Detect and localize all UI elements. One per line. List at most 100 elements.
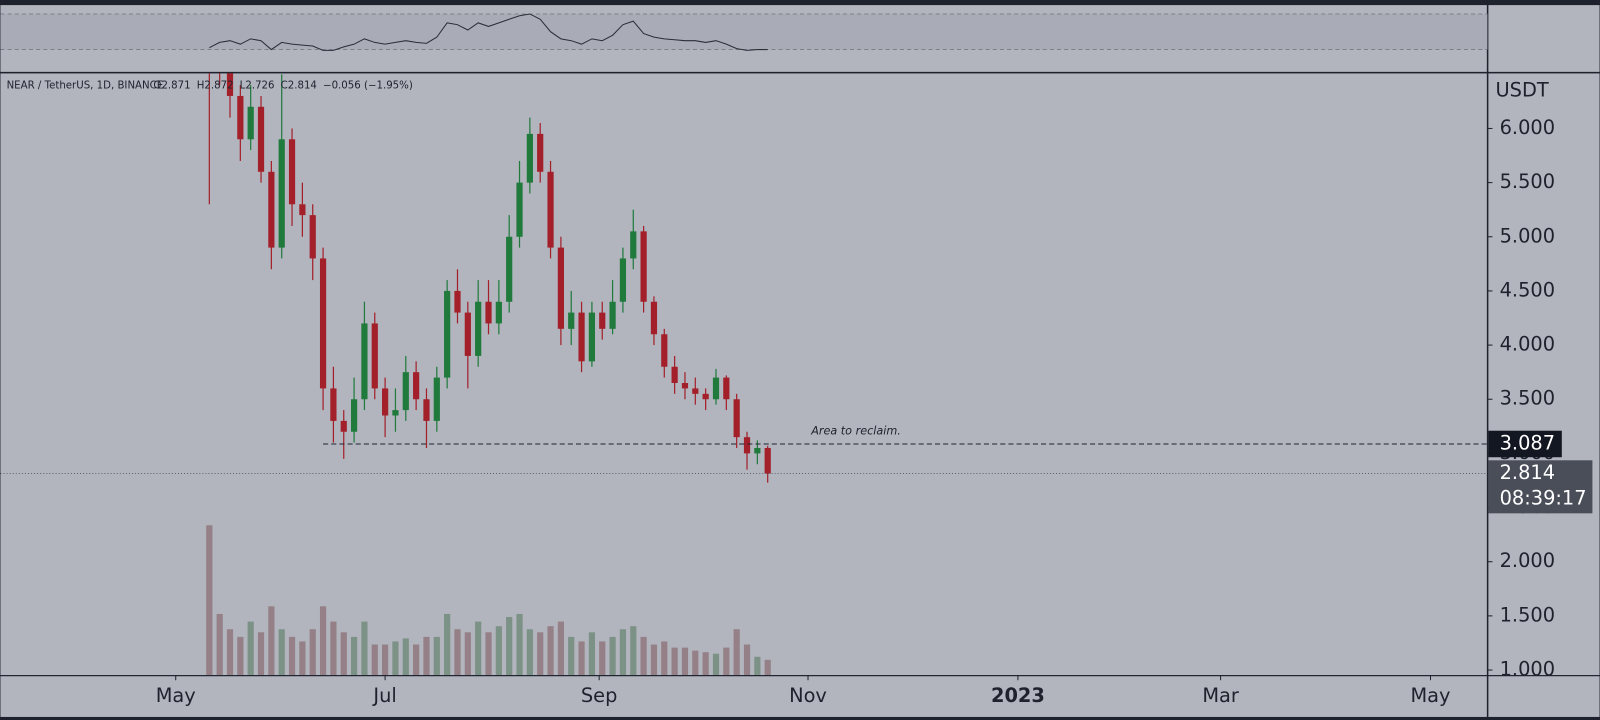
volume-bar (288, 636, 296, 676)
candle-body (702, 393, 709, 400)
volume-bar (278, 629, 285, 676)
candle-body (547, 171, 554, 248)
candle-body (681, 382, 689, 389)
volume-bar (754, 656, 761, 676)
rsi-line (209, 13, 768, 51)
volume-bar (640, 636, 647, 676)
rsi-axis (1488, 5, 1600, 73)
chart-title: NEAR / TetherUS, 1D, BINANCE (7, 81, 164, 92)
candle-body (516, 182, 523, 237)
volume-bar (681, 647, 689, 676)
y-tick-label: 2.000 (1500, 549, 1555, 572)
price-tag-label: 2.814 (1500, 461, 1555, 484)
candle-body (640, 231, 647, 302)
y-tick-label: 1.000 (1500, 658, 1555, 681)
candle-body (268, 171, 275, 248)
volume-bar (237, 636, 244, 676)
volume-bar (557, 621, 564, 676)
level-tag-label: 3.087 (1500, 431, 1555, 454)
x-tick-label: Nov (789, 684, 827, 707)
volume-bar (247, 621, 254, 676)
volume-bar (702, 652, 709, 676)
volume-bar (464, 632, 471, 676)
candle-body (723, 377, 730, 400)
candle-body (661, 334, 668, 367)
candle-body (319, 258, 327, 389)
volume-bar (361, 621, 368, 676)
candle-body (588, 312, 596, 362)
volume-bar (526, 629, 533, 676)
volume-bar (216, 613, 223, 676)
volume-bar (423, 636, 430, 676)
volume-bar (382, 644, 389, 676)
rsi-band (0, 13, 1488, 50)
candle-body (454, 290, 461, 313)
x-tick-label: 2023 (991, 684, 1045, 707)
volume-bar (475, 621, 482, 676)
time-axis (0, 676, 1488, 717)
candle-body (278, 139, 285, 248)
y-tick-label: 6.000 (1500, 116, 1555, 139)
countdown: 08:39:17 (1500, 487, 1587, 510)
candle-body (433, 377, 440, 421)
volume-bar (371, 644, 378, 676)
volume-bar (619, 629, 627, 676)
volume-bar (568, 636, 575, 676)
candle-body (330, 388, 337, 421)
candle-body (650, 301, 658, 335)
candle-body (743, 437, 751, 454)
volume-bar (588, 632, 596, 676)
volume-bar (330, 621, 337, 676)
x-tick-label: May (1410, 684, 1450, 707)
x-tick-label: May (156, 684, 196, 707)
ohlc-value: −0.056 (−1.95%) (323, 81, 413, 92)
candle-body (257, 106, 265, 172)
candle-body (288, 139, 296, 205)
candle-body (506, 236, 513, 302)
volume-bar (733, 629, 740, 676)
volume-bar (537, 632, 544, 676)
price-tag (1488, 460, 1593, 514)
y-tick-label: 5.000 (1500, 224, 1555, 247)
x-tick-label: Mar (1202, 684, 1239, 707)
level-tag (1488, 430, 1562, 458)
x-tick-label: Sep (581, 684, 618, 707)
volume-bar (599, 641, 606, 676)
y-tick-label: 1.500 (1500, 603, 1555, 626)
volume-bar (350, 636, 358, 676)
volume-bar (226, 629, 234, 676)
volume-bar (485, 632, 492, 676)
candle-body (495, 301, 502, 324)
candle-body (309, 215, 316, 259)
y-tick-label: 4.500 (1500, 278, 1555, 301)
candle-body (475, 301, 482, 356)
candle-body (764, 447, 771, 474)
volume-bar (692, 650, 699, 676)
volume-bar (340, 632, 347, 676)
candle-body (299, 204, 306, 216)
volume-bar (743, 644, 751, 676)
volume-bar (433, 636, 440, 676)
candle-body (464, 312, 471, 356)
volume-bar (268, 606, 275, 676)
volume-bar (661, 641, 668, 676)
volume-bar (495, 626, 502, 676)
candle-body (712, 377, 720, 400)
candle-body (568, 312, 575, 329)
candle-body (423, 399, 430, 421)
volume-bar (630, 626, 637, 676)
plot-area (0, 73, 1488, 676)
volume-bar (506, 616, 513, 676)
ohlc-value: C2.814 (281, 81, 317, 92)
candle-body (733, 399, 740, 438)
y-tick-label: 5.500 (1500, 170, 1555, 193)
candle-body (578, 312, 585, 362)
candle-body (537, 133, 544, 172)
axis-unit: USDT (1496, 78, 1549, 101)
candle-body (671, 366, 678, 383)
volume-bar (319, 606, 327, 676)
candle-body (619, 258, 627, 302)
corner (1488, 676, 1600, 717)
